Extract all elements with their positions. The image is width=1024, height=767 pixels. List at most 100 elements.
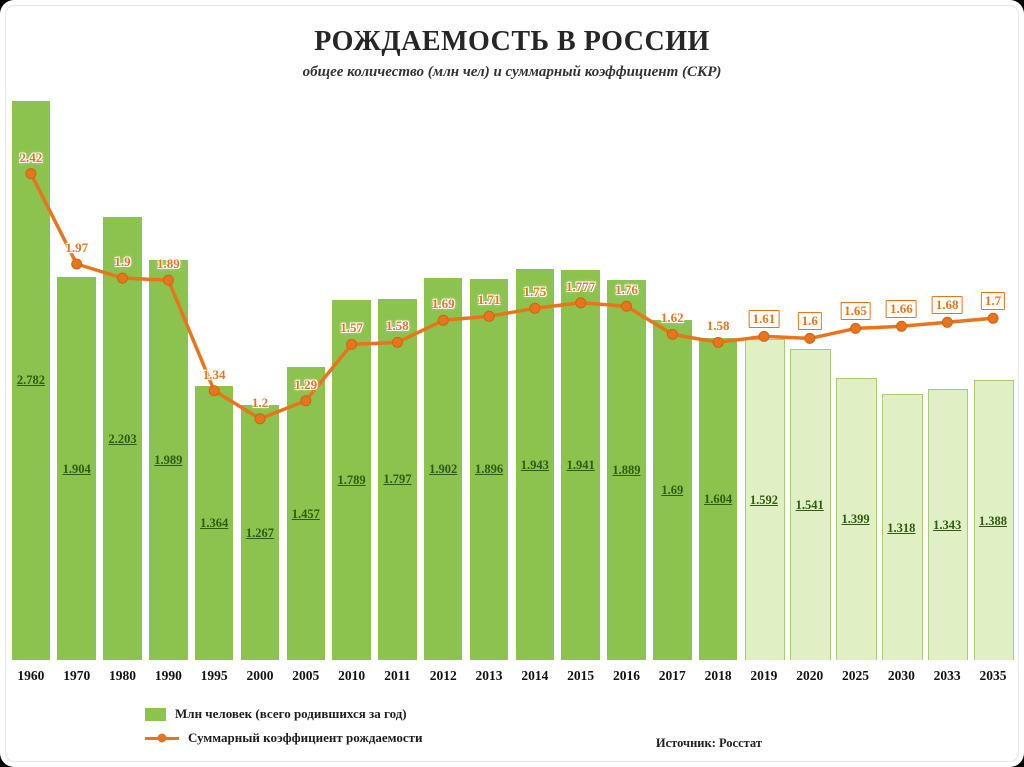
- tfr-value-2019: 1.61: [748, 310, 780, 329]
- tfr-value-2033: 1.68: [931, 296, 963, 315]
- chart-subtitle: общее количество (млн чел) и суммарный к…: [302, 64, 722, 80]
- tfr-value-2010: 1.57: [340, 320, 363, 336]
- bar-2035: [973, 380, 1015, 660]
- bar-value-2005: 1.457: [291, 506, 320, 521]
- column-2017: 1.69 1.62: [649, 95, 695, 660]
- year-label-2014: 2014: [521, 668, 549, 683]
- year-label-1970: 1970: [63, 668, 91, 683]
- bar-value-1980: 2.203: [108, 431, 137, 446]
- tfr-value-2018: 1.58: [706, 318, 730, 334]
- column-1970: 1.904 1.97: [54, 95, 100, 660]
- year-label-2016: 2016: [612, 668, 640, 683]
- bar-value-1990: 1.989: [154, 453, 183, 468]
- bar-swatch-icon: [145, 707, 166, 721]
- column-2030: 1.318 1.66: [878, 95, 924, 660]
- tfr-value-2016: 1.76: [615, 282, 638, 298]
- bar-value-2033: 1.343: [933, 518, 962, 533]
- tfr-value-2012: 1.69: [431, 296, 455, 312]
- x-axis: 1960 1970 1980 1990 1995 2000 2005 2010 2011 2012…: [8, 668, 1016, 684]
- bar-2030: [882, 394, 923, 660]
- bar-2025: [836, 377, 877, 660]
- tfr-value-2005: 1.29: [294, 376, 318, 392]
- column-2005: 1.457 1.29: [283, 95, 329, 660]
- tfr-value-2035: 1.7: [980, 292, 1006, 311]
- legend-item-bars: Млн человек (всего родившихся за год): [145, 706, 423, 722]
- year-label-2030: 2030: [887, 668, 915, 683]
- bar-value-2017: 1.69: [661, 483, 684, 498]
- bar-value-2035: 1.388: [978, 513, 1008, 528]
- tfr-value-1995: 1.34: [202, 366, 226, 382]
- columns: 2.782 2.42 1.904 1.97 2.203 1.9 1.989 1.89 1.364…: [8, 95, 1016, 660]
- tfr-value-2015: 1.777: [566, 278, 596, 294]
- tfr-value-1990: 1.89: [156, 256, 180, 272]
- legend-item-line: Суммарный коэффициент рождаемости: [145, 730, 423, 746]
- column-2011: 1.797 1.58: [375, 95, 421, 660]
- tfr-value-2017: 1.62: [660, 310, 684, 326]
- bar-value-2018: 1.604: [704, 491, 733, 506]
- column-2014: 1.943 1.75: [512, 95, 558, 660]
- legend: Млн человек (всего родившихся за год) Су…: [145, 706, 423, 746]
- year-label-2000: 2000: [246, 668, 274, 683]
- column-2020: 1.541 1.6: [787, 95, 833, 660]
- year-label-1960: 1960: [17, 668, 45, 683]
- column-2033: 1.343 1.68: [924, 95, 970, 660]
- tfr-value-2011: 1.58: [386, 318, 409, 334]
- bar-value-2012: 1.902: [429, 461, 458, 476]
- tfr-value-1970: 1.97: [65, 240, 89, 256]
- bar-value-2025: 1.399: [841, 512, 870, 527]
- line-dot-icon: [157, 733, 167, 743]
- year-label-2013: 2013: [475, 668, 503, 683]
- year-label-2011: 2011: [384, 668, 411, 683]
- year-label-2035: 2035: [979, 668, 1007, 683]
- bar-value-2015: 1.941: [566, 457, 595, 472]
- bar-value-2000: 1.267: [245, 525, 275, 540]
- tfr-value-1980: 1.9: [114, 254, 131, 270]
- year-label-1980: 1980: [109, 668, 137, 683]
- column-2013: 1.896 1.71: [466, 95, 512, 660]
- bar-1995: [194, 385, 234, 660]
- year-label-2015: 2015: [567, 668, 595, 683]
- column-2000: 1.267 1.2: [237, 95, 283, 660]
- bar-value-1995: 1.364: [200, 515, 229, 530]
- bar-value-1970: 1.904: [62, 461, 91, 476]
- year-label-2019: 2019: [750, 668, 778, 683]
- column-2016: 1.889 1.76: [604, 95, 650, 660]
- year-label-2005: 2005: [292, 668, 320, 683]
- line-swatch-icon: [145, 733, 179, 743]
- column-1995: 1.364 1.34: [191, 95, 237, 660]
- column-2018: 1.604 1.58: [695, 95, 741, 660]
- column-2015: 1.941 1.777: [558, 95, 604, 660]
- year-label-2025: 2025: [842, 668, 870, 683]
- tfr-value-2030: 1.66: [885, 300, 917, 319]
- column-2025: 1.399 1.65: [833, 95, 879, 660]
- bar-value-2020: 1.541: [795, 498, 824, 513]
- year-label-2010: 2010: [338, 668, 366, 683]
- chart-title: РОЖДАЕМОСТЬ В РОССИИ: [314, 26, 710, 57]
- year-label-2033: 2033: [933, 668, 961, 683]
- year-label-1990: 1990: [154, 668, 182, 683]
- column-2010: 1.789 1.57: [329, 95, 375, 660]
- tfr-value-2020: 1.6: [797, 312, 822, 331]
- year-label-1995: 1995: [200, 668, 228, 683]
- tfr-value-2000: 1.2: [251, 394, 269, 410]
- bar-2033: [927, 389, 969, 660]
- bar-value-2019: 1.592: [749, 493, 778, 508]
- bar-value-2013: 1.896: [474, 462, 504, 477]
- bar-value-2014: 1.943: [520, 457, 549, 472]
- source-label: Источник: Росстат: [655, 736, 762, 750]
- bar-value-2010: 1.789: [337, 473, 366, 488]
- tfr-value-2025: 1.65: [840, 302, 871, 321]
- column-1960: 2.782 2.42: [8, 95, 54, 660]
- tfr-value-2013: 1.71: [477, 292, 501, 308]
- legend-bars-label: Млн человек (всего родившихся за год): [175, 706, 407, 721]
- bar-value-2016: 1.889: [612, 463, 641, 478]
- bar-value-1960: 2.782: [16, 373, 45, 388]
- tfr-value-1960: 2.42: [19, 149, 43, 165]
- bar-value-2011: 1.797: [383, 472, 412, 487]
- column-2019: 1.592 1.61: [741, 95, 787, 660]
- bar-value-2030: 1.318: [887, 520, 916, 535]
- bar-2000: [240, 405, 280, 660]
- tfr-value-2014: 1.75: [523, 284, 547, 300]
- column-2035: 1.388 1.7: [970, 95, 1016, 660]
